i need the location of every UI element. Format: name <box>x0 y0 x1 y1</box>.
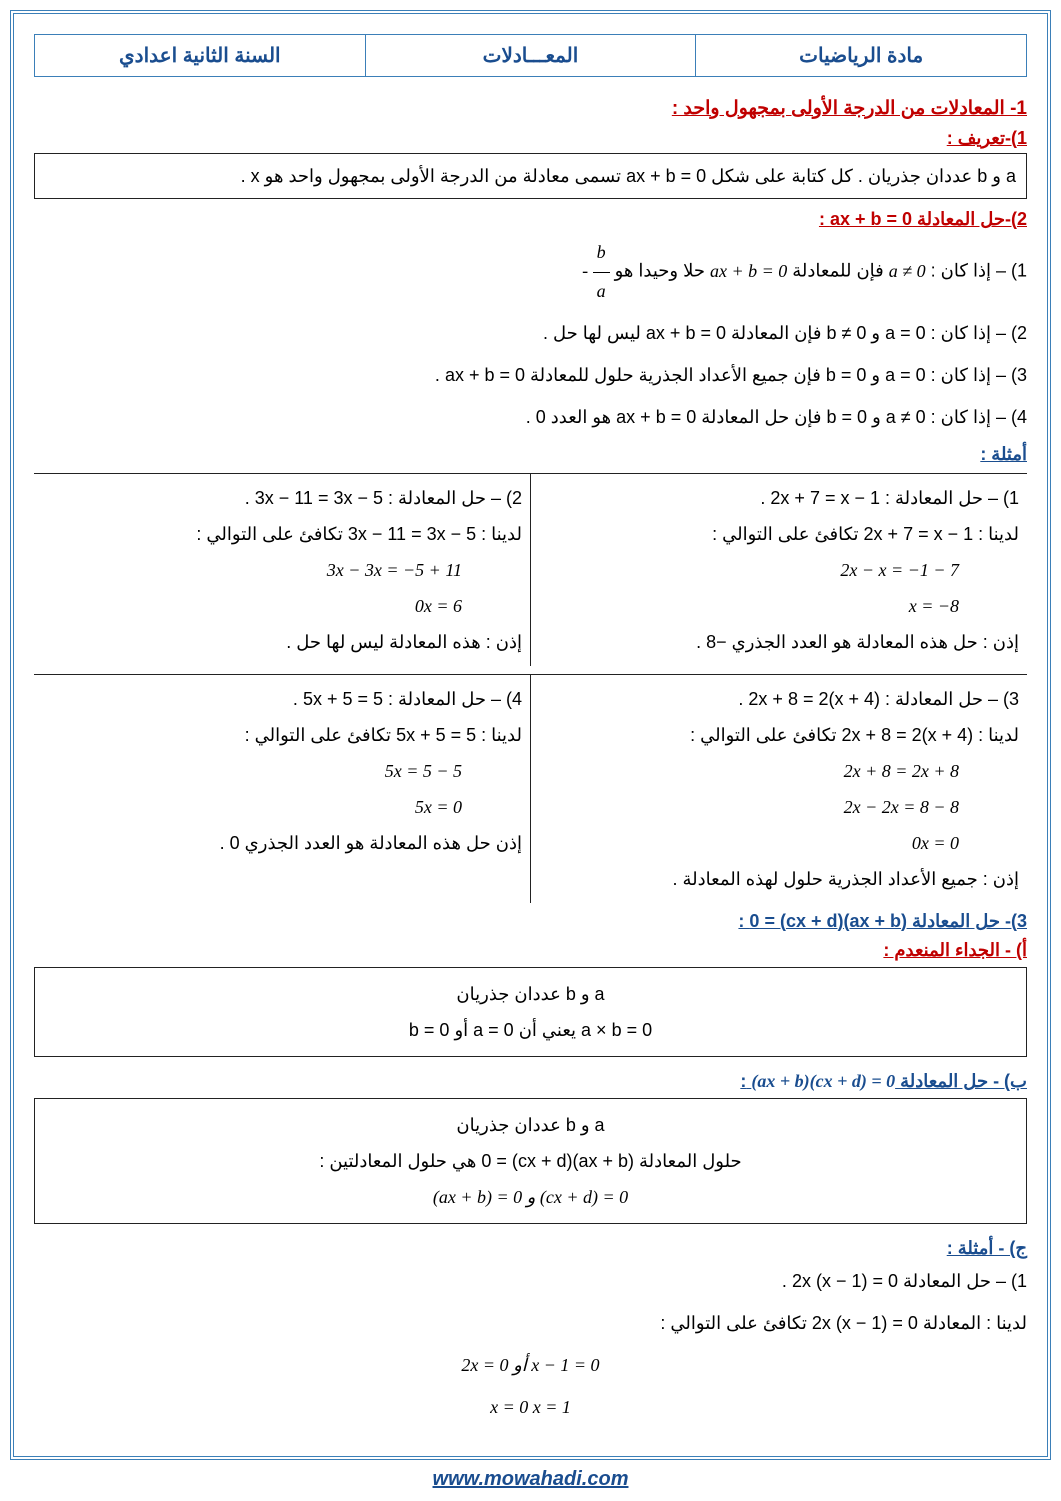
ex3-title: 3) – حل المعادلة : 2x + 8 = 2(x + 4) . <box>539 681 1019 717</box>
examples-title: أمثلة : <box>34 444 1027 465</box>
case4: 4) – إذا كان : a ≠ 0 و b = 0 فإن حل المع… <box>34 399 1027 437</box>
ex1-conc: إذن : حل هذه المعادلة هو العدد الجذري −8… <box>539 624 1019 660</box>
case1-post: حلا وحيدا هو <box>610 261 705 281</box>
ex3-l1: لدينا : 2x + 8 = 2(x + 4) تكافئ على التو… <box>539 717 1019 753</box>
sub-b-post: : <box>740 1071 746 1091</box>
box-b-l2: حلول المعادلة (ax + b)(cx + d) = 0 هي حل… <box>45 1143 1016 1179</box>
definition-box: a و b عددان جذريان . كل كتابة على شكل ax… <box>34 153 1027 199</box>
exc-l1: لدينا : المعادلة 2x (x − 1) = 0 تكافئ عل… <box>34 1305 1027 1343</box>
definition-text: a و b عددان جذريان . كل كتابة على شكل ax… <box>241 166 1016 186</box>
exc-l3: x = 0 x = 1 <box>490 1389 571 1427</box>
ex4-conc: إذن حل هذه المعادلة هو العدد الجذري 0 . <box>42 825 522 861</box>
sub-b-eq: (ax + b)(cx + d) = 0 <box>751 1071 895 1092</box>
definition-title: 1)-تعريف : <box>34 128 1027 149</box>
box-b-l3: (ax + b) = 0 و (cx + d) = 0 <box>433 1179 628 1215</box>
ex4-l1: لدينا : 5x + 5 = 5 تكافئ على التوالي : <box>42 717 522 753</box>
example4: 4) – حل المعادلة : 5x + 5 = 5 . لدينا : … <box>34 675 530 903</box>
ex2-l2: 3x − 3x = −5 + 11 <box>327 552 462 588</box>
ex2-l3: 0x = 6 <box>415 588 462 624</box>
ex3-l4: 0x = 0 <box>912 825 959 861</box>
ex3-conc: إذن : جميع الأعداد الجذرية حلول لهذه الم… <box>539 861 1019 897</box>
box-a-l2: a × b = 0 يعني أن a = 0 أو b = 0 <box>45 1012 1016 1048</box>
case1: 1) – إذا كان : a ≠ 0 فإن للمعادلة ax + b… <box>34 234 1027 311</box>
ex4-l2: 5x = 5 − 5 <box>385 753 462 789</box>
case1-frac: - ba <box>582 234 610 311</box>
examples-row2: 3) – حل المعادلة : 2x + 8 = 2(x + 4) . ل… <box>34 674 1027 903</box>
ex2-title: 2) – حل المعادلة : 3x − 11 = 3x − 5 . <box>42 480 522 516</box>
sub-b-pre: ب) - حل المعادلة <box>895 1071 1027 1091</box>
sub-a-title: أ) - الجداء المنعدم : <box>34 940 1027 961</box>
ex2-l1: لدينا : 3x − 11 = 3x − 5 تكافئ على التوا… <box>42 516 522 552</box>
solve-title: 2)-حل المعادلة ax + b = 0 : <box>34 209 1027 230</box>
box-b: a و b عددان جذريان حلول المعادلة (ax + b… <box>34 1098 1027 1224</box>
ex1-l2: 2x − x = −1 − 7 <box>840 552 959 588</box>
section1-title: 1- المعادلات من الدرجة الأولى بمجهول واح… <box>34 97 1027 120</box>
header-level: السنة الثانية اعدادي <box>35 35 365 76</box>
header-topic: المعـــادلات <box>365 35 696 76</box>
footer-url: www.mowahadi.com <box>10 1468 1051 1491</box>
example1: 1) – حل المعادلة : 2x + 7 = x − 1 . لدين… <box>530 474 1027 666</box>
sub-b-title: ب) - حل المعادلة (ax + b)(cx + d) = 0 : <box>34 1071 1027 1092</box>
case3: 3) – إذا كان : a = 0 و b = 0 فإن جميع ال… <box>34 357 1027 395</box>
exc-title: 1) – حل المعادلة 2x (x − 1) = 0 . <box>34 1263 1027 1301</box>
case1-cond: a ≠ 0 <box>889 253 926 291</box>
header-subject: مادة الرياضيات <box>695 35 1026 76</box>
ex2-conc: إذن : هذه المعادلة ليس لها حل . <box>42 624 522 660</box>
case1-eq: ax + b = 0 <box>710 253 787 291</box>
header-row: مادة الرياضيات المعـــادلات السنة الثاني… <box>34 34 1027 77</box>
ex4-title: 4) – حل المعادلة : 5x + 5 = 5 . <box>42 681 522 717</box>
ex1-l3: x = −8 <box>909 588 959 624</box>
box-b-l1: a و b عددان جذريان <box>45 1107 1016 1143</box>
case2: 2) – إذا كان : a = 0 و b ≠ 0 فإن المعادل… <box>34 315 1027 353</box>
examples-row1: 1) – حل المعادلة : 2x + 7 = x − 1 . لدين… <box>34 473 1027 666</box>
case1-mid: فإن للمعادلة <box>787 261 883 281</box>
box-a-l1: a و b عددان جذريان <box>45 976 1016 1012</box>
section3-title: 3)- حل المعادلة (ax + b)(cx + d) = 0 : <box>34 911 1027 932</box>
case1-pre: 1) – إذا كان : <box>926 261 1027 281</box>
ex1-title: 1) – حل المعادلة : 2x + 7 = x − 1 . <box>539 480 1019 516</box>
page-frame: مادة الرياضيات المعـــادلات السنة الثاني… <box>10 10 1051 1460</box>
example2: 2) – حل المعادلة : 3x − 11 = 3x − 5 . لد… <box>34 474 530 666</box>
example3: 3) – حل المعادلة : 2x + 8 = 2(x + 4) . ل… <box>530 675 1027 903</box>
ex3-l2: 2x + 8 = 2x + 8 <box>844 753 959 789</box>
sub-c-title: ج) - أمثلة : <box>34 1238 1027 1259</box>
exc-l2: 2x = 0 أو x − 1 = 0 <box>461 1347 599 1385</box>
ex4-l3: 5x = 0 <box>415 789 462 825</box>
ex3-l3: 2x − 2x = 8 − 8 <box>844 789 959 825</box>
box-a: a و b عددان جذريان a × b = 0 يعني أن a =… <box>34 967 1027 1057</box>
ex1-l1: لدينا : 2x + 7 = x − 1 تكافئ على التوالي… <box>539 516 1019 552</box>
